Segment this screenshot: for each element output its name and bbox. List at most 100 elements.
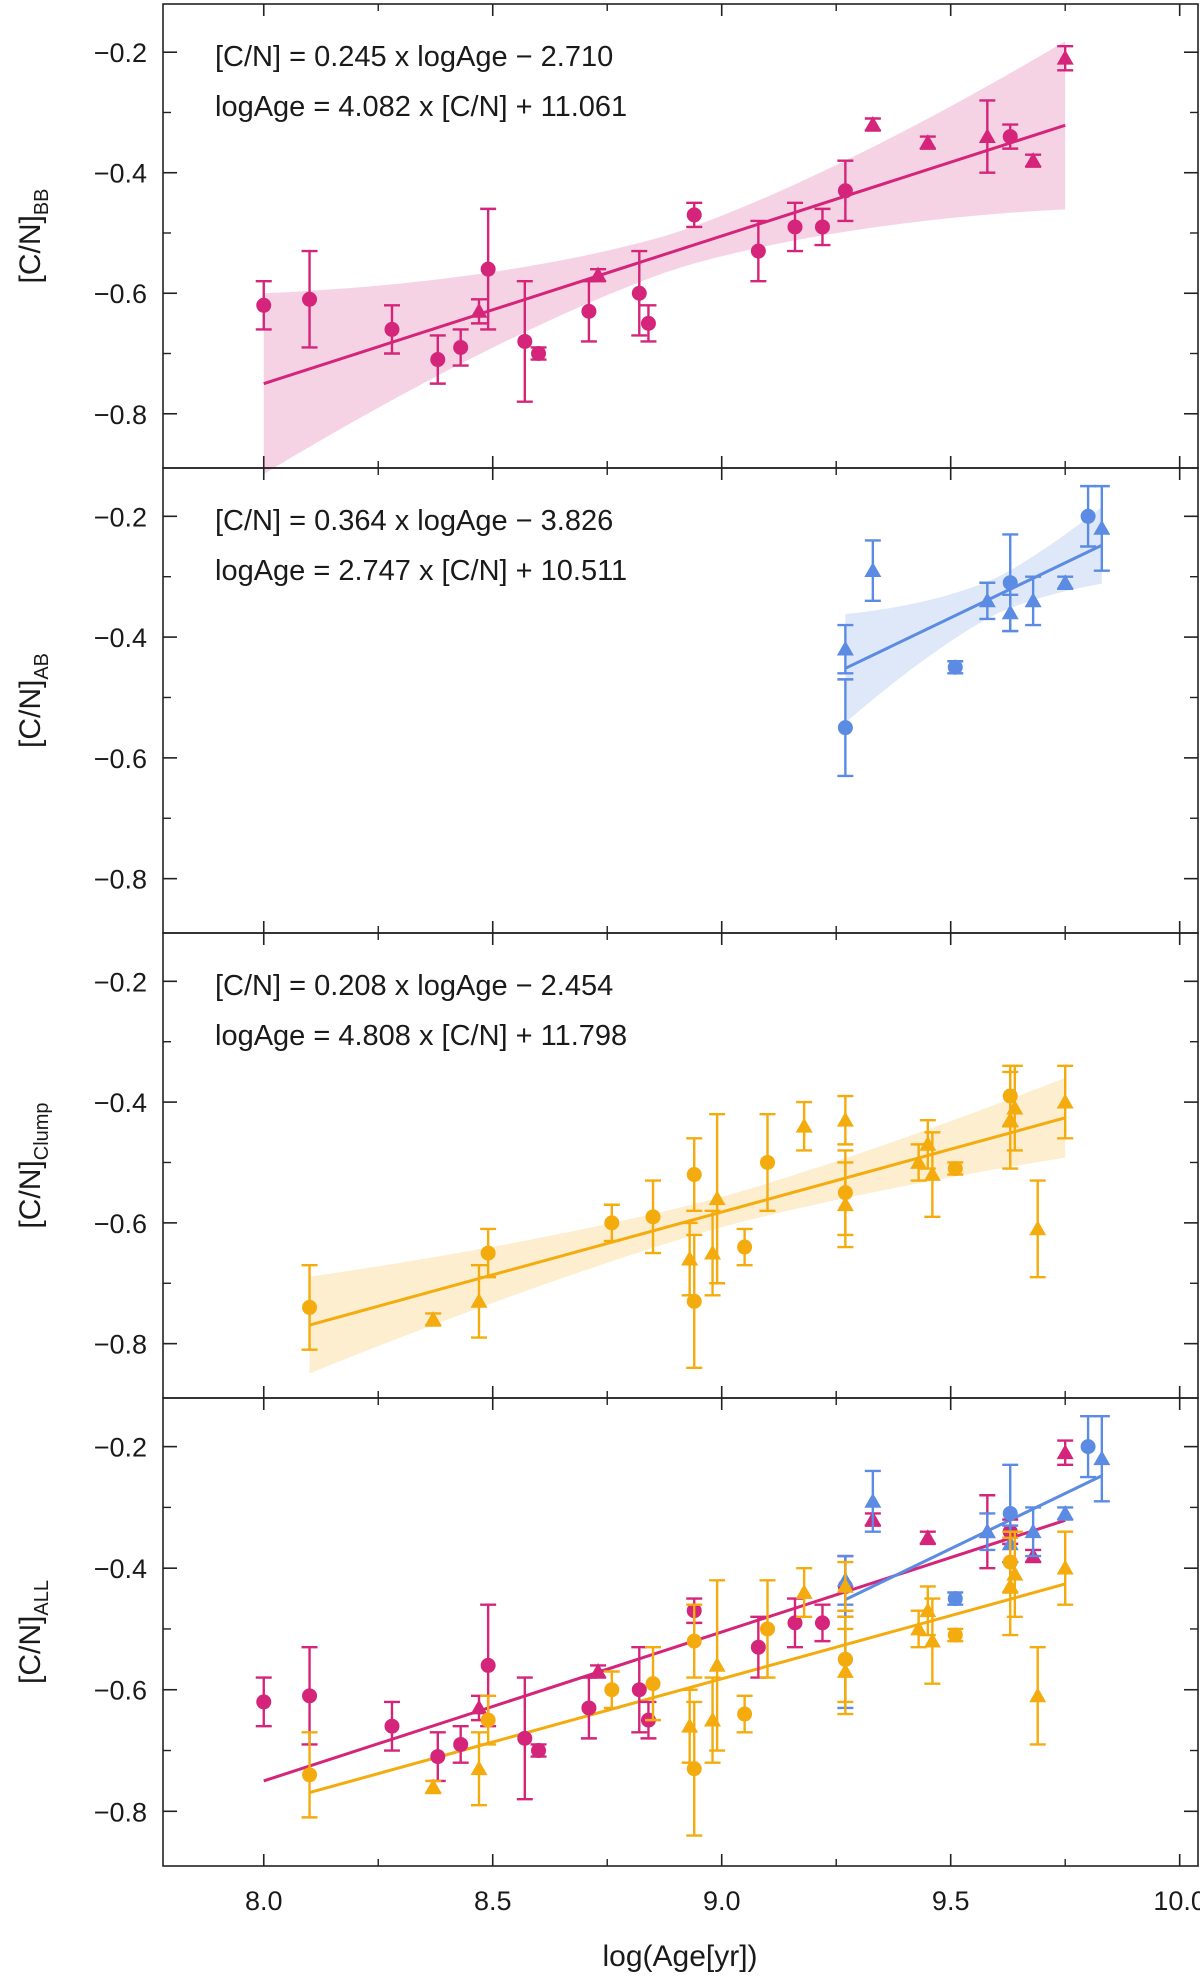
data-point (864, 1469, 882, 1533)
data-point-triangle (910, 1153, 928, 1169)
data-point-triangle (864, 1492, 882, 1508)
data-point-triangle (978, 1523, 996, 1539)
data-point-circle (737, 1239, 753, 1255)
data-point (383, 304, 400, 355)
series-ab-triangles (836, 1415, 1111, 1606)
data-point (836, 1161, 854, 1249)
fit-equation-1: [C/N] = 0.364 x logAge − 3.826 (215, 505, 613, 537)
data-point-triangle (978, 592, 996, 608)
data-point (786, 1597, 803, 1649)
data-point (786, 201, 803, 253)
panel-frame (162, 1397, 1199, 1867)
y-tick-label: −0.2 (94, 502, 147, 532)
data-point-triangle (1006, 1099, 1024, 1115)
data-point-triangle (681, 1717, 699, 1733)
x-tick-label: 8.0 (245, 1886, 283, 1916)
data-point (580, 279, 597, 343)
data-point (1024, 1506, 1042, 1558)
data-point (681, 1221, 699, 1297)
data-point (301, 1645, 318, 1746)
data-point (947, 1627, 964, 1643)
y-tick-label: −0.8 (94, 1797, 147, 1827)
data-point (1001, 1536, 1019, 1637)
data-point-circle (814, 1615, 830, 1631)
data-point-triangle (470, 1699, 488, 1715)
data-point (1001, 593, 1019, 633)
data-point (836, 1627, 854, 1716)
x-tick-label: 9.5 (932, 1886, 970, 1916)
data-point (1093, 1415, 1111, 1503)
data-point-triangle (1093, 519, 1111, 535)
data-point-circle (631, 285, 647, 301)
y-axis-label: [C/N]Clump (14, 1102, 53, 1228)
data-point-circle (1080, 1439, 1096, 1455)
y-axis-label-main: [C/N] (14, 680, 47, 748)
data-point-circle (256, 297, 272, 313)
data-point-circle (1002, 575, 1018, 591)
data-point-triangle (795, 1583, 813, 1599)
data-point-circle (814, 219, 830, 235)
data-point-triangle (1056, 1444, 1074, 1460)
data-point-triangle (589, 1663, 607, 1678)
data-point (1024, 152, 1042, 168)
y-tick-label: −0.8 (94, 400, 147, 430)
data-point-circle (1080, 508, 1096, 524)
data-point-triangle (1029, 1687, 1047, 1703)
data-point-circle (384, 321, 400, 337)
data-point-triangle (1024, 152, 1042, 168)
data-point-circle (750, 243, 766, 259)
fit-line (844, 543, 1103, 670)
y-axis-label: [C/N]BB (14, 188, 53, 283)
data-point-triangle (1056, 1559, 1074, 1575)
data-point (708, 1112, 726, 1285)
x-tick-label: 8.5 (474, 1886, 512, 1916)
data-point-triangle (1024, 592, 1042, 608)
data-point-circle (737, 1706, 753, 1722)
data-point-circle (480, 1712, 496, 1728)
data-point-circle (631, 1682, 647, 1698)
data-point-circle (947, 659, 963, 675)
data-point (864, 539, 882, 603)
data-point-triangle (708, 1190, 726, 1206)
fit-line (309, 1582, 1066, 1795)
confidence-band (845, 506, 1102, 723)
data-point (923, 1131, 941, 1219)
data-point-circle (384, 1718, 400, 1734)
y-axis-label-main: [C/N] (14, 1160, 47, 1228)
data-point-triangle (919, 1529, 937, 1545)
data-point (836, 623, 854, 675)
data-point (255, 1676, 272, 1728)
y-axis-label-main: [C/N] (14, 215, 47, 283)
y-tick-label: −0.4 (94, 623, 147, 653)
data-point-circle (686, 207, 702, 223)
data-point (1056, 1439, 1074, 1467)
data-point-circle (430, 1749, 446, 1765)
series-bb-triangles (470, 44, 1074, 325)
data-point (1056, 1064, 1074, 1140)
data-point-triangle (836, 1111, 854, 1127)
data-point (978, 99, 996, 174)
data-point-circle (837, 183, 853, 199)
y-tick-label: −0.2 (94, 967, 147, 997)
data-point-triangle (1001, 604, 1019, 620)
data-point (923, 1597, 941, 1685)
data-point (947, 1161, 964, 1177)
data-point (480, 1694, 497, 1746)
y-tick-label: −0.6 (94, 1209, 147, 1239)
y-tick-label: −0.6 (94, 1676, 147, 1706)
fit-line (263, 123, 1066, 386)
data-point (301, 1263, 318, 1351)
data-point-triangle (470, 1760, 488, 1776)
data-point-circle (604, 1215, 620, 1231)
data-point (470, 1731, 488, 1807)
data-point (814, 1603, 831, 1643)
data-point-circle (787, 1615, 803, 1631)
data-point-circle (1002, 129, 1018, 145)
data-point-triangle (1093, 1450, 1111, 1466)
panel-bb: −0.2 −0.4 −0.6 −0.8 [C/N]BB [C/N] = 0.245 x l… (14, 3, 1199, 475)
data-point (480, 207, 497, 331)
data-point (424, 1778, 442, 1795)
data-point (708, 1579, 726, 1752)
x-axis-label: log(Age[yr]) (602, 1940, 757, 1973)
